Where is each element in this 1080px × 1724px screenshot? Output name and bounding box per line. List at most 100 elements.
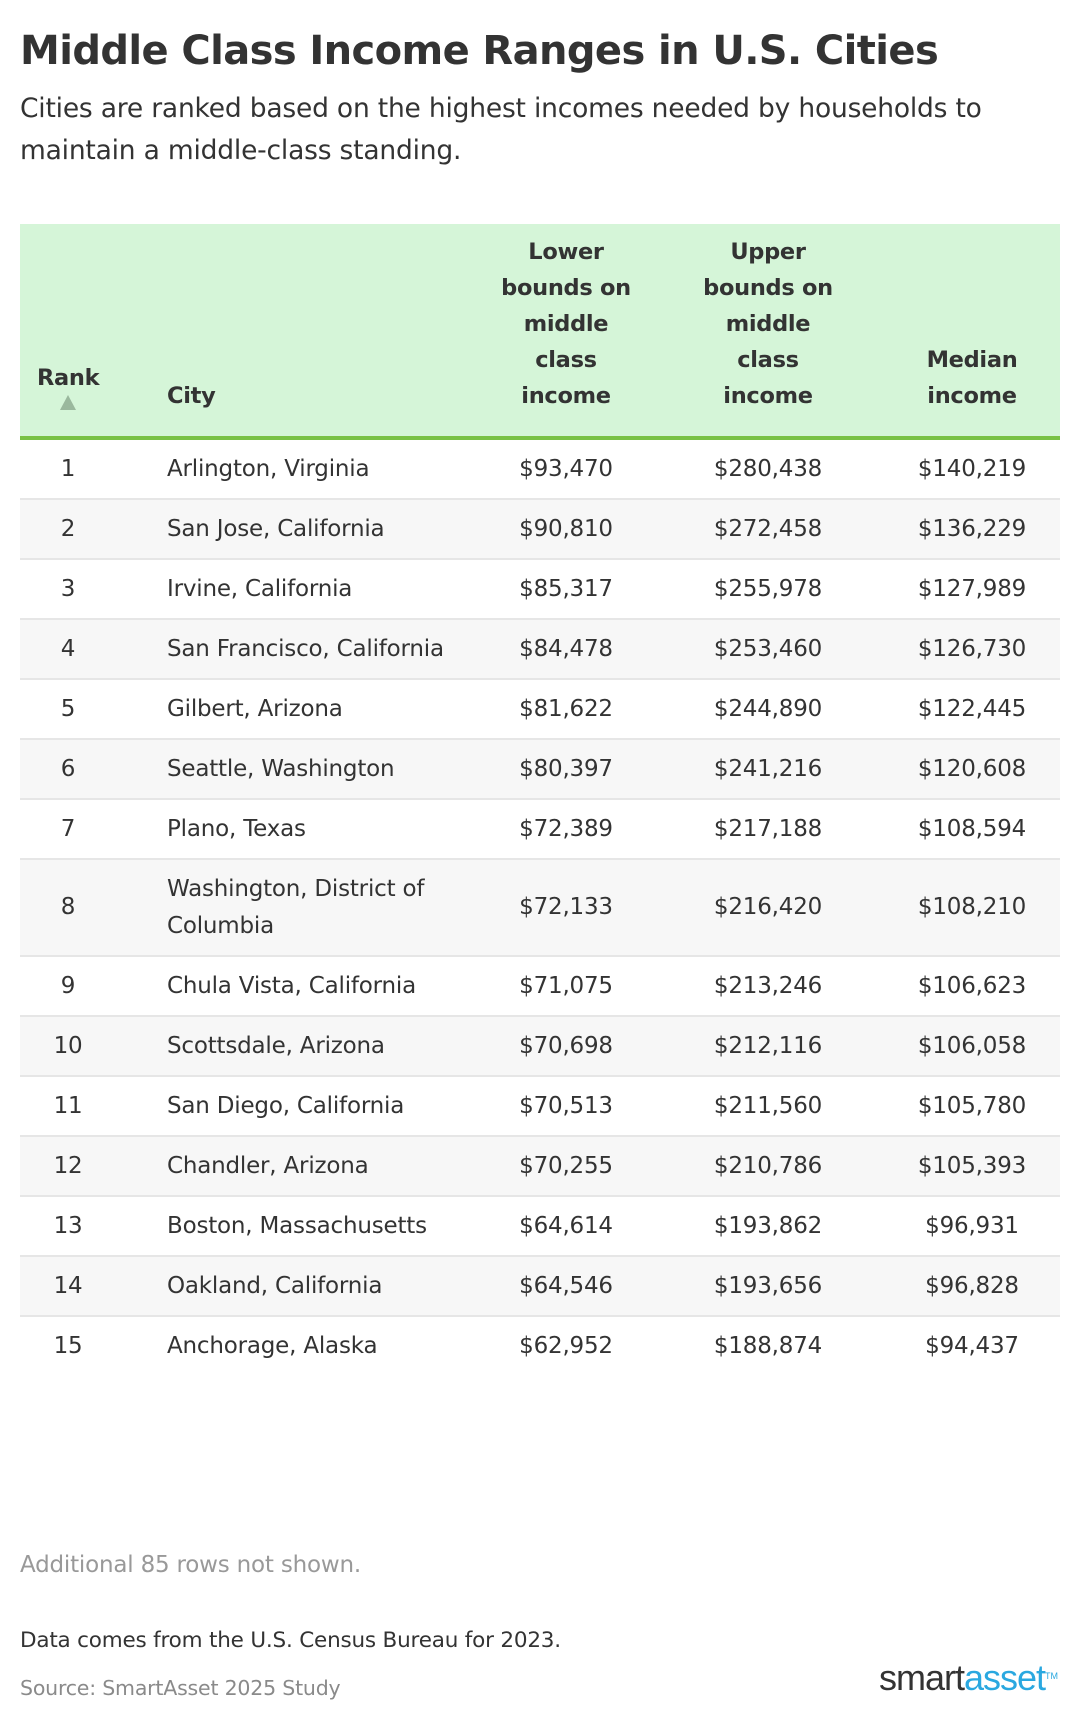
median-income-cell: $127,989 [884, 559, 1060, 620]
lower-bound-cell: $70,698 [480, 1016, 652, 1077]
median-income-cell: $106,623 [884, 956, 1060, 1017]
rank-cell: 12 [20, 1136, 116, 1197]
income-table-container: Rank City Lower bounds on middle class i… [20, 224, 1060, 1375]
rank-cell: 5 [20, 679, 116, 740]
trademark-icon: TM [1045, 1671, 1058, 1681]
table-row: 10 Scottsdale, Arizona $70,698 $212,116 $106… [20, 1016, 1060, 1077]
rank-cell: 15 [53, 1332, 83, 1359]
upper-bound-cell: $280,438 [652, 438, 884, 500]
lower-bound-cell: $64,546 [480, 1256, 652, 1317]
median-income-cell: $122,445 [884, 679, 1060, 740]
city-cell: Scottsdale, Arizona [116, 1016, 480, 1077]
column-header-upper-bound[interactable]: Upper bounds on middle class income [652, 224, 884, 440]
city-cell: Arlington, Virginia [116, 438, 480, 500]
city-cell: Boston, Massachusetts [116, 1196, 480, 1257]
column-header-median[interactable]: Median income [884, 224, 1060, 440]
lower-bound-cell: $81,622 [480, 679, 652, 740]
table-row: 5 Gilbert, Arizona $81,622 $244,890 $122,445 [20, 679, 1060, 740]
logo-text-asset: asset [963, 1657, 1046, 1698]
median-income-cell: $105,393 [884, 1136, 1060, 1197]
column-header-median-label: Median income [926, 347, 1018, 409]
rank-cell: 8 [20, 859, 116, 957]
sort-ascending-icon[interactable] [60, 395, 76, 410]
median-income-cell: $136,229 [884, 499, 1060, 560]
city-cell: Irvine, California [116, 559, 480, 620]
rank-cell: 6 [20, 739, 116, 800]
table-row: 12 Chandler, Arizona $70,255 $210,786 $105,3… [20, 1136, 1060, 1197]
lower-bound-cell: $72,133 [480, 859, 652, 957]
upper-bound-cell: $217,188 [652, 799, 884, 860]
upper-bound-cell: $211,560 [652, 1076, 884, 1137]
logo-text-smart: smart [878, 1657, 965, 1698]
lower-bound-cell: $70,513 [480, 1076, 652, 1137]
table-row: 3 Irvine, California $85,317 $255,978 $127,9… [20, 559, 1060, 620]
upper-bound-cell: $188,874 [713, 1332, 823, 1359]
lower-bound-cell: $72,389 [480, 799, 652, 860]
city-cell: Oakland, California [116, 1256, 480, 1317]
table-row: 1 Arlington, Virginia $93,470 $280,438 $140,… [20, 438, 1060, 500]
city-cell: Seattle, Washington [116, 739, 480, 800]
table-row: 14 Oakland, California $64,546 $193,656 $96,… [20, 1256, 1060, 1317]
upper-bound-cell: $244,890 [652, 679, 884, 740]
upper-bound-cell: $216,420 [652, 859, 884, 957]
city-cell: San Francisco, California [116, 619, 480, 680]
table-body: 1 Arlington, Virginia $93,470 $280,438 $140,… [20, 438, 1060, 1375]
city-cell: Chandler, Arizona [116, 1136, 480, 1197]
column-header-rank-label: Rank [37, 365, 100, 391]
median-income-cell: $108,210 [884, 859, 1060, 957]
lower-bound-cell: $90,810 [480, 499, 652, 560]
lower-bound-cell: $80,397 [480, 739, 652, 800]
city-cell: Washington, District of Columbia [116, 859, 480, 957]
median-income-cell: $140,219 [884, 438, 1060, 500]
income-table: Rank City Lower bounds on middle class i… [20, 224, 1060, 1375]
median-income-cell: $108,594 [884, 799, 1060, 860]
upper-bound-cell: $272,458 [652, 499, 884, 560]
page-subtitle: Cities are ranked based on the highest i… [20, 93, 982, 166]
rank-cell: 11 [20, 1076, 116, 1137]
column-header-lower-bound[interactable]: Lower bounds on middle class income [480, 224, 652, 440]
rank-cell: 14 [20, 1256, 116, 1317]
upper-bound-cell: $213,246 [652, 956, 884, 1017]
median-income-cell: $120,608 [884, 739, 1060, 800]
upper-bound-cell: $241,216 [652, 739, 884, 800]
table-row: 11 San Diego, California $70,513 $211,560 $1… [20, 1076, 1060, 1137]
upper-bound-cell: $255,978 [652, 559, 884, 620]
rank-cell: 2 [20, 499, 116, 560]
more-rows-note: Additional 85 rows not shown. [20, 1552, 361, 1578]
page-title: Middle Class Income Ranges in U.S. Citie… [20, 28, 939, 74]
lower-bound-cell: $64,614 [480, 1196, 652, 1257]
data-source-note: Data comes from the U.S. Census Bureau f… [20, 1628, 561, 1653]
table-row: 7 Plano, Texas $72,389 $217,188 $108,594 [20, 799, 1060, 860]
smartasset-logo: smartassetTM [879, 1660, 1058, 1696]
lower-bound-cell: $84,478 [480, 619, 652, 680]
lower-bound-cell: $93,470 [480, 438, 652, 500]
rank-cell: 9 [20, 956, 116, 1017]
upper-bound-cell: $193,862 [652, 1196, 884, 1257]
table-row: 2 San Jose, California $90,810 $272,458 $136… [20, 499, 1060, 560]
column-header-rank[interactable]: Rank [20, 224, 116, 440]
lower-bound-cell: $70,255 [480, 1136, 652, 1197]
upper-bound-cell: $212,116 [652, 1016, 884, 1077]
upper-bound-cell: $253,460 [652, 619, 884, 680]
city-cell: San Jose, California [116, 499, 480, 560]
median-income-cell: $105,780 [884, 1076, 1060, 1137]
city-cell: Anchorage, Alaska [167, 1332, 378, 1359]
median-income-cell: $94,437 [925, 1332, 1019, 1359]
lower-bound-cell: $62,952 [519, 1332, 613, 1359]
city-cell: Plano, Texas [116, 799, 480, 860]
table-row: 4 San Francisco, California $84,478 $253,46… [20, 619, 1060, 680]
table-row: 6 Seattle, Washington $80,397 $241,216 $120,… [20, 739, 1060, 800]
column-header-upper-bound-label: Upper bounds on middle class income [703, 239, 833, 409]
column-header-city[interactable]: City [116, 224, 480, 440]
column-header-lower-bound-label: Lower bounds on middle class income [501, 239, 631, 409]
table-row: 8 Washington, District of Columbia $72,133… [20, 859, 1060, 957]
rank-cell: 1 [20, 438, 116, 500]
table-row: 9 Chula Vista, California $71,075 $213,246 $… [20, 956, 1060, 1017]
rank-cell: 10 [20, 1016, 116, 1077]
median-income-cell: $96,828 [884, 1256, 1060, 1317]
median-income-cell: $126,730 [884, 619, 1060, 680]
lower-bound-cell: $85,317 [480, 559, 652, 620]
rank-cell: 7 [20, 799, 116, 860]
median-income-cell: $106,058 [884, 1016, 1060, 1077]
source-credit: Source: SmartAsset 2025 Study [20, 1676, 341, 1700]
